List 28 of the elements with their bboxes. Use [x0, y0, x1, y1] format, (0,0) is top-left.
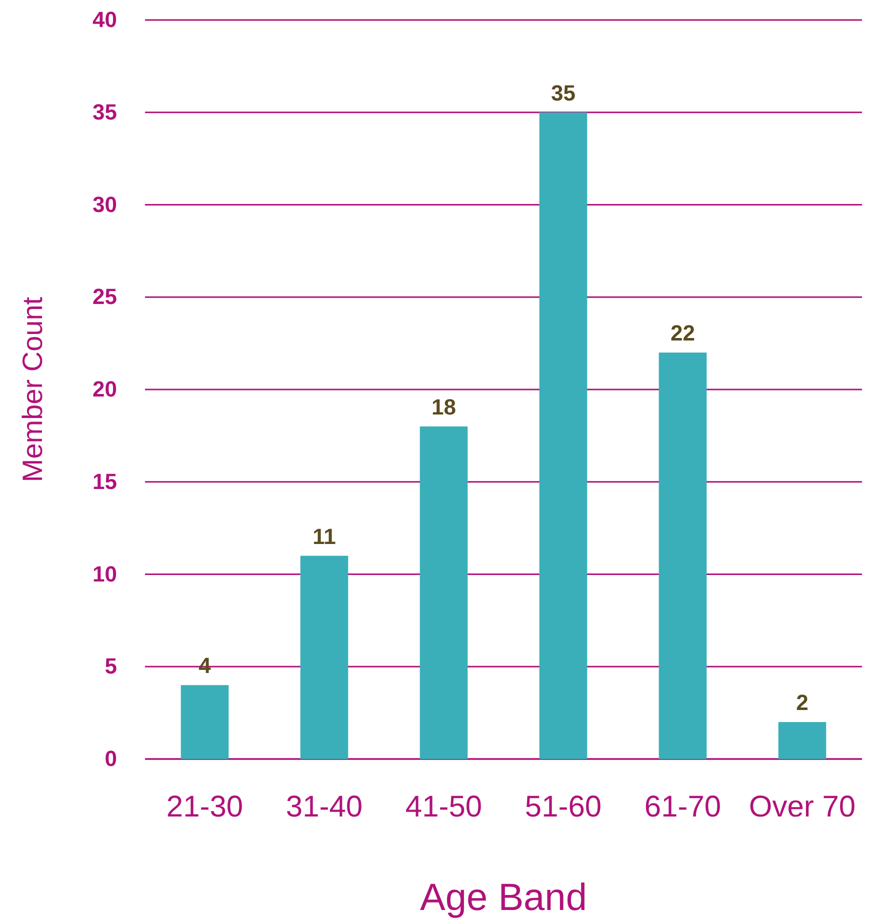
data-label: 22: [670, 320, 695, 346]
bar: [539, 112, 588, 759]
y-tick-label: 35: [92, 99, 117, 124]
y-tick-label: 5: [104, 654, 117, 679]
data-label: 35: [551, 80, 576, 106]
x-tick-label: 41-50: [405, 790, 482, 824]
data-label: 11: [312, 524, 336, 549]
y-tick-label: 15: [92, 468, 117, 494]
data-label: 2: [796, 690, 808, 716]
y-tick-label: 10: [92, 561, 117, 586]
x-axis-title: Age Band: [420, 877, 587, 919]
bar: [778, 722, 826, 759]
y-axis-title: Member Count: [17, 296, 48, 482]
x-tick-label: 31-40: [286, 790, 363, 824]
y-tick-label: 0: [104, 746, 117, 772]
bar: [300, 556, 348, 759]
y-tick-label: 30: [92, 192, 117, 217]
x-tick-label: Over 70: [748, 790, 856, 824]
y-tick-label: 20: [92, 376, 117, 402]
y-tick-label: 40: [92, 7, 117, 32]
bar: [658, 352, 707, 759]
data-label: 18: [432, 394, 456, 420]
bar: [420, 426, 468, 759]
y-tick-label: 25: [92, 284, 117, 310]
bar: [180, 685, 229, 759]
x-tick-label: 51-60: [524, 790, 602, 824]
x-tick-label: 61-70: [644, 790, 722, 824]
x-tick-label: 21-30: [166, 790, 244, 824]
